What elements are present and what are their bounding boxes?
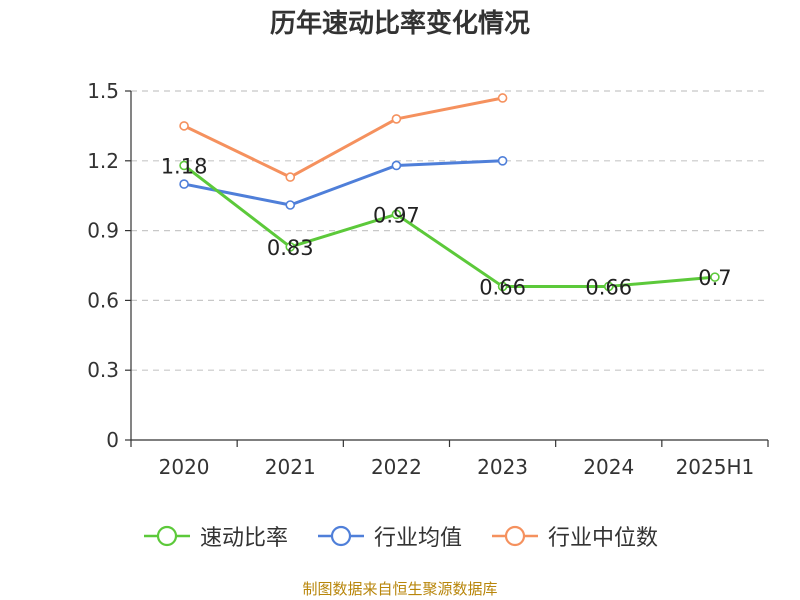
data-point [285, 242, 296, 252]
series-2 [179, 93, 508, 182]
x-tick-label: 2025H1 [676, 455, 755, 479]
y-tick-label: 0.9 [87, 219, 119, 243]
legend-item[interactable]: 速动比率 [142, 520, 288, 552]
legend-label: 行业中位数 [548, 526, 659, 551]
data-point [179, 121, 189, 131]
x-tick-label: 2022 [371, 455, 422, 479]
x-tick-label: 2023 [477, 455, 528, 479]
data-point [710, 272, 720, 282]
data-label: 0.97 [373, 203, 420, 227]
legend-line-circle-icon [317, 525, 364, 547]
series-lines [179, 93, 720, 292]
data-point [285, 200, 296, 210]
chart-title: 历年速动比率变化情况 [269, 9, 530, 39]
data-label: 0.7 [698, 266, 731, 290]
y-tick-label: 0.3 [87, 358, 119, 382]
data-point [497, 93, 508, 103]
data-label: 1.18 [161, 154, 208, 178]
data-point [391, 114, 402, 124]
y-tick-label: 1.2 [87, 149, 119, 173]
series-line [183, 164, 716, 288]
x-tick-label: 2021 [265, 455, 316, 479]
data-label: 0.66 [479, 275, 526, 299]
data-label: 0.83 [267, 236, 314, 260]
x-tick-label: 2020 [159, 455, 210, 479]
x-tick-label: 2024 [583, 455, 634, 479]
y-tick-label: 1.5 [87, 79, 119, 103]
data-point [497, 281, 508, 292]
series-line [183, 96, 503, 179]
data-point [179, 179, 189, 189]
legend-item[interactable]: 行业均值 [316, 520, 462, 552]
data-point [603, 281, 614, 292]
data-label: 0.66 [585, 275, 632, 299]
series-0 [179, 160, 720, 292]
legend-line-circle-icon [143, 525, 190, 547]
legend-label: 速动比率 [199, 526, 288, 551]
source-note: 制图数据来自恒生聚源数据库 [302, 580, 498, 598]
legend-label: 行业均值 [373, 526, 462, 551]
legend: 速动比率 行业均值 行业中位数 [0, 520, 800, 552]
data-point [497, 156, 508, 166]
data-point [391, 160, 402, 171]
series-line [183, 159, 503, 207]
y-tick-label: 0.6 [87, 288, 119, 312]
data-point [391, 209, 402, 220]
legend-item[interactable]: 行业中位数 [490, 520, 658, 552]
grid-lines [131, 90, 768, 371]
series-1 [179, 156, 508, 210]
axes: 0 0.3 0.6 0.9 1.2 1.5 2020 2021 2022 2023 2024 2025… [87, 79, 769, 479]
data-point [285, 172, 296, 182]
data-point [179, 160, 189, 171]
legend-line-circle-icon [492, 525, 538, 547]
data-labels: 1.18 0.83 0.97 0.66 0.66 0.7 [161, 154, 732, 299]
y-tick-label: 0 [106, 428, 119, 452]
